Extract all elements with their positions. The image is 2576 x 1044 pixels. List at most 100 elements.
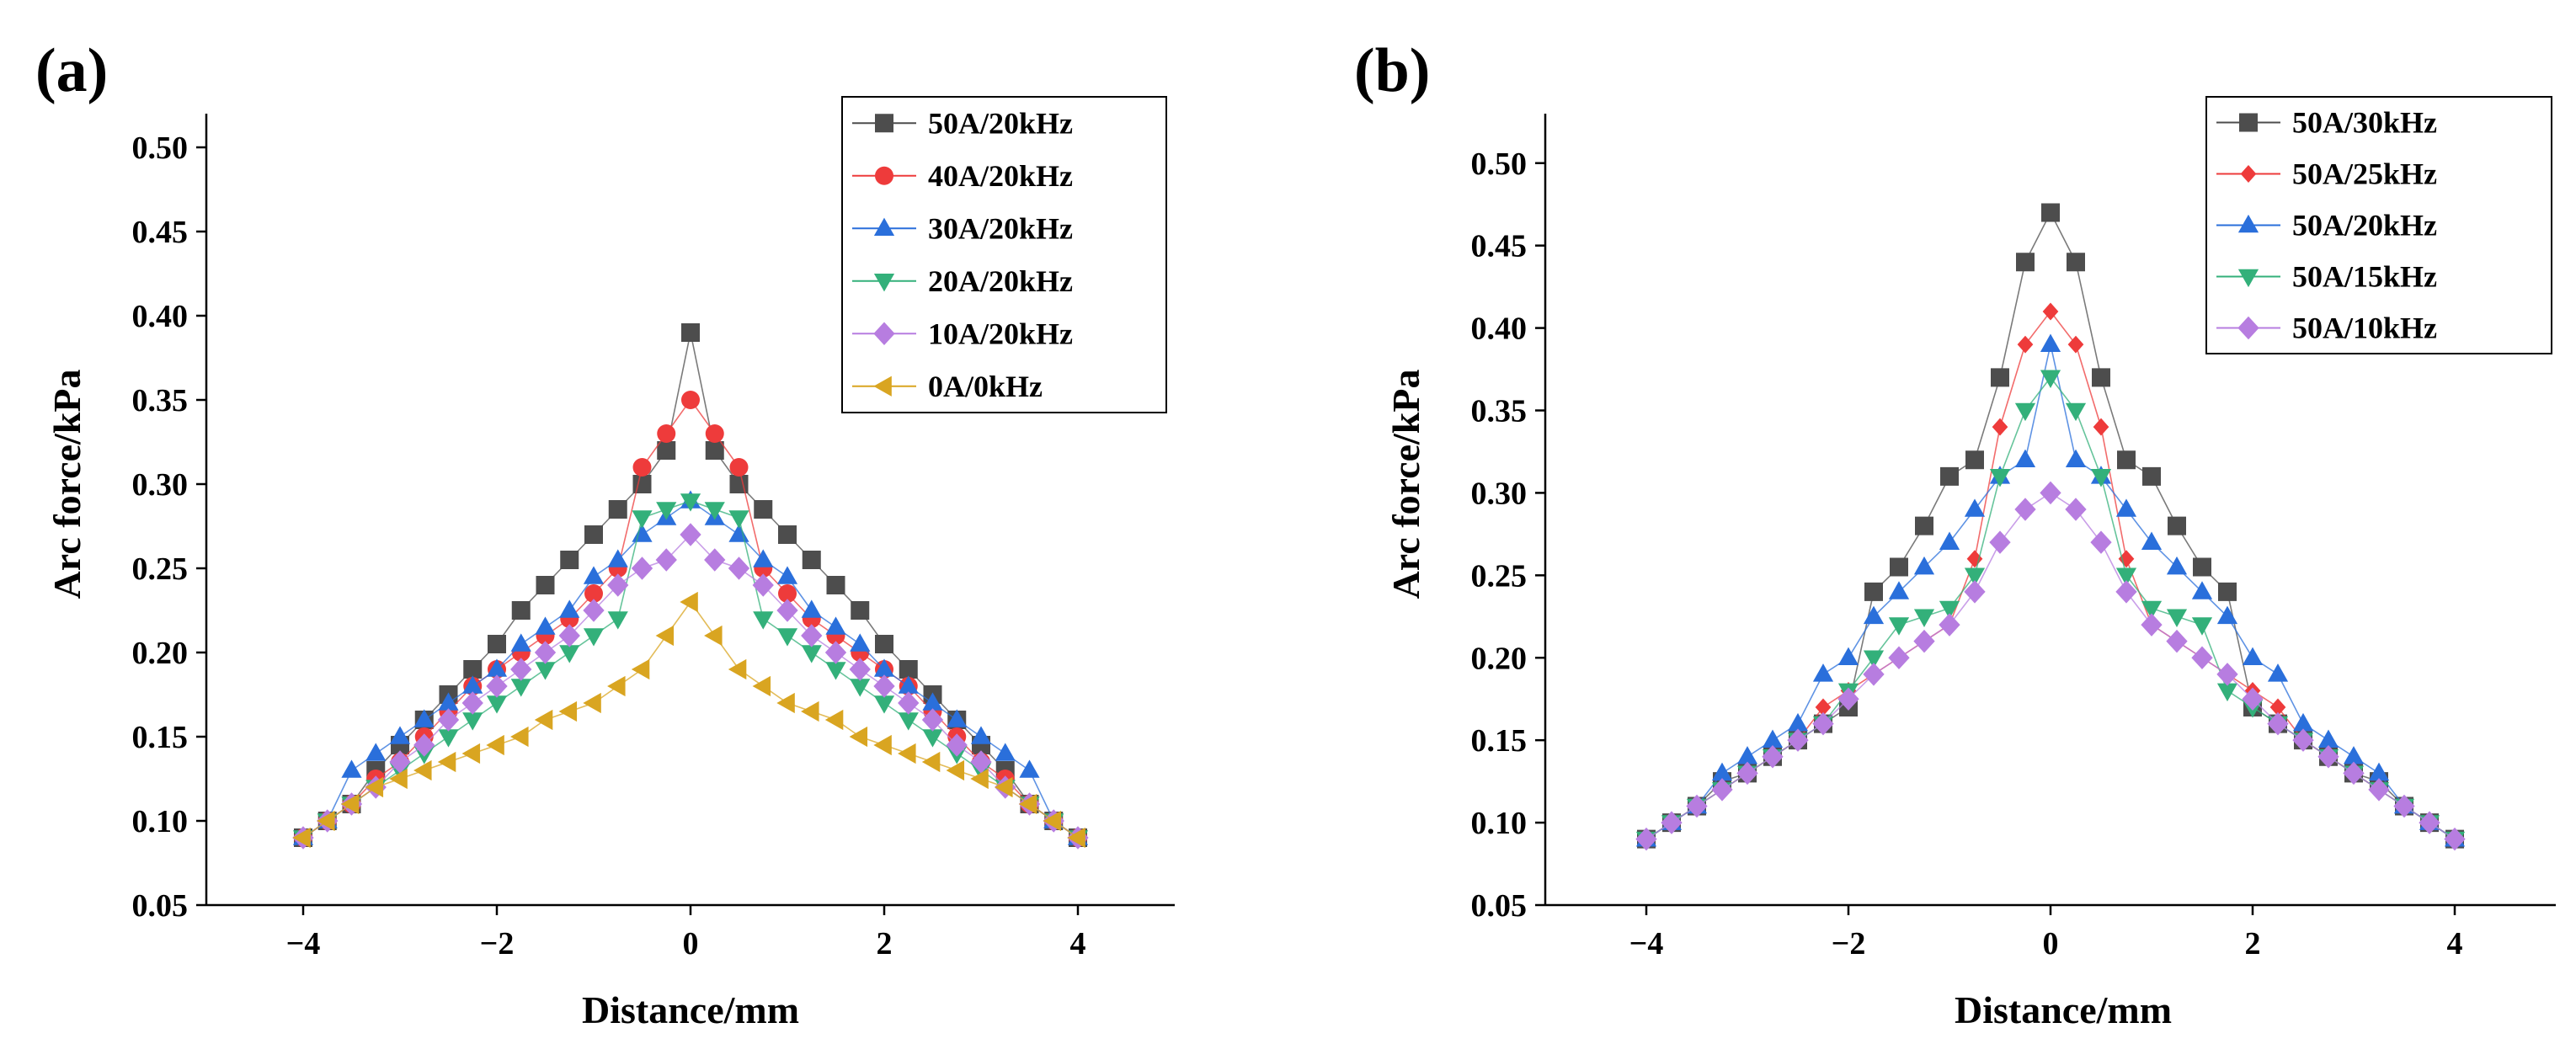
y-tick-label: 0.40 [132,299,189,334]
data-point [632,458,652,477]
data-point [535,616,556,635]
data-point [632,510,653,529]
data-point [825,662,846,680]
data-point [2092,368,2110,387]
data-point [486,658,508,677]
data-point [752,675,771,697]
series-line [302,500,1079,839]
legend-a: 50A/20kHz 40A/20kHz 30A/20kHz 20A/20kHz 10A/… [841,96,1167,413]
data-point [681,391,700,409]
data-point [317,810,335,832]
series-line [1645,376,2456,840]
data-point [680,591,698,613]
data-point [413,709,435,727]
data-point [2191,646,2213,669]
data-point [2115,567,2137,586]
data-point [824,641,847,664]
data-point [2166,609,2188,627]
data-point [1837,647,1859,666]
data-point [1913,556,1935,575]
data-point [2166,629,2188,653]
data-point [873,674,895,698]
data-point [1019,759,1040,778]
data-point [1939,600,1960,620]
data-point [826,576,845,594]
x-tick-label: −2 [480,926,515,961]
x-tick-label: 2 [2245,926,2261,961]
data-point [921,708,944,732]
data-point [2117,450,2136,470]
x-tick-label: −2 [1832,926,1866,961]
data-point [2343,761,2365,786]
data-point [2040,333,2061,352]
data-point [2067,335,2084,354]
data-point [1939,613,1960,637]
data-point [2141,600,2163,620]
data-point [970,750,992,774]
data-point [1067,827,1085,849]
data-point [1812,663,1834,682]
data-point [849,658,871,681]
data-point [2166,556,2188,575]
data-point [1913,609,1935,627]
data-point [413,759,432,781]
data-point [486,734,504,756]
data-point [559,599,580,618]
data-point [1018,793,1037,815]
y-tick-label: 0.05 [132,888,189,924]
plot-area-b: 0.05 0.10 0.15 0.20 0.25 0.30 0.35 0.40 0.45 0.50… [1471,114,2556,961]
data-point [2216,605,2238,625]
data-point [850,633,871,652]
data-point [921,751,941,773]
x-tick-label: −4 [286,926,321,961]
data-point [2216,683,2238,702]
data-point [584,525,603,544]
data-point [2267,663,2289,682]
data-point [728,658,747,680]
data-point [2419,811,2440,834]
data-point [2368,778,2390,802]
data-point [802,551,821,569]
series-50A-10kHz [1635,481,2466,851]
data-point [389,726,411,744]
data-point [680,523,701,546]
data-point [2317,729,2339,748]
data-point [463,660,483,679]
data-point [681,323,700,342]
data-point [2141,531,2163,550]
legend-label: 50A/20kHz [928,106,1073,140]
data-point [2118,550,2135,568]
data-point [2292,728,2314,752]
series-0A-0kHz [292,591,1085,849]
data-point [2065,402,2087,422]
series-20A-20kHz [292,493,1089,849]
data-point [2090,469,2112,487]
data-point [873,734,892,756]
data-point [389,768,408,790]
data-point [899,660,918,679]
data-point [2014,449,2036,468]
data-point [2269,698,2286,716]
legend-marker [2237,316,2259,340]
chart-panel-b: (b) Distance/mm Arc force/kPa 0.050.100.… [1354,36,2556,1031]
y-tick-label: 0.45 [132,215,189,250]
data-point [1635,827,1657,851]
data-point [462,712,483,731]
data-point [1964,567,1986,586]
series-50A-15kHz [1635,370,2466,850]
series-10A-20kHz [292,523,1089,850]
data-point [801,599,822,618]
data-point [1812,711,1834,736]
data-point [511,601,531,620]
data-point [898,743,916,764]
data-point [776,566,798,584]
data-point [2017,335,2034,354]
legend-label: 30A/20kHz [928,211,1073,245]
data-point [801,700,819,722]
data-point [607,549,628,567]
data-point [1888,646,1910,669]
data-point [898,712,919,731]
data-point [437,751,456,773]
series-line [302,500,1079,839]
